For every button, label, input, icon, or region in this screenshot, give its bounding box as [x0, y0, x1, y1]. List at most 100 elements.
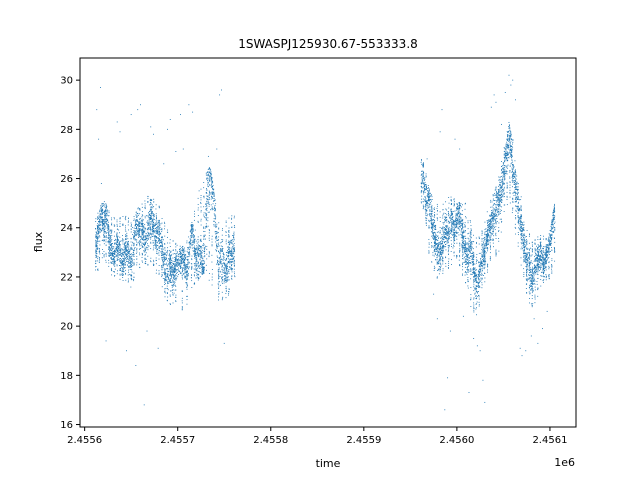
data-point — [433, 246, 435, 248]
data-point — [204, 234, 206, 236]
data-point — [218, 250, 220, 252]
data-point — [99, 244, 101, 246]
data-point — [125, 215, 127, 217]
data-point — [116, 239, 118, 241]
data-point — [105, 211, 106, 213]
data-point — [122, 243, 124, 245]
data-point — [184, 262, 186, 264]
data-point — [485, 244, 487, 246]
data-point — [148, 224, 150, 226]
data-point — [180, 248, 182, 250]
data-point — [199, 240, 201, 242]
data-point — [207, 199, 209, 201]
data-point — [205, 178, 207, 180]
data-point — [119, 243, 121, 245]
data-point — [233, 251, 235, 253]
data-point — [511, 154, 513, 156]
data-point — [161, 245, 163, 247]
data-point — [169, 303, 171, 305]
data-point — [141, 234, 143, 236]
data-point — [175, 268, 176, 270]
data-point — [131, 254, 133, 256]
data-point — [458, 216, 460, 218]
data-point — [175, 259, 177, 261]
data-point — [164, 296, 166, 298]
data-point — [228, 234, 229, 236]
data-point — [126, 232, 128, 234]
data-point — [162, 254, 164, 256]
data-point — [480, 258, 482, 260]
data-point — [114, 251, 116, 253]
data-point — [516, 207, 518, 209]
data-point — [190, 244, 192, 246]
data-point — [191, 237, 192, 239]
data-point — [218, 299, 219, 301]
data-point — [496, 203, 498, 205]
data-point — [122, 252, 124, 254]
data-point — [107, 229, 109, 231]
data-point — [495, 191, 497, 193]
data-point — [530, 261, 532, 263]
data-point — [469, 270, 471, 272]
data-point — [477, 274, 479, 275]
data-point — [150, 221, 152, 223]
data-point — [228, 258, 230, 260]
data-point — [226, 267, 228, 269]
data-point — [515, 181, 516, 182]
data-point — [98, 261, 100, 263]
data-point — [200, 260, 202, 262]
data-point — [110, 262, 112, 264]
data-point — [127, 261, 129, 263]
data-point — [116, 240, 118, 242]
data-point — [96, 235, 98, 237]
data-point — [167, 231, 169, 233]
data-point — [513, 190, 515, 192]
data-point — [538, 249, 540, 251]
data-point — [153, 230, 155, 232]
data-point — [458, 209, 460, 211]
data-point — [124, 244, 126, 246]
data-point — [144, 245, 145, 247]
data-point — [118, 242, 120, 243]
data-point — [442, 249, 444, 251]
data-point — [101, 224, 103, 226]
data-point — [137, 224, 138, 226]
data-point — [491, 214, 493, 216]
data-point — [155, 217, 157, 219]
data-point — [489, 229, 491, 231]
data-point — [114, 262, 116, 264]
data-point — [115, 250, 117, 252]
data-point — [225, 231, 227, 233]
data-point — [154, 224, 156, 226]
data-point — [169, 271, 171, 273]
data-point — [144, 224, 146, 225]
data-point — [173, 276, 175, 277]
data-point — [158, 221, 160, 223]
data-point — [464, 231, 466, 233]
data-point — [135, 234, 137, 236]
data-point — [165, 278, 167, 280]
data-point — [536, 283, 538, 285]
data-point — [479, 286, 481, 288]
data-point — [155, 219, 157, 221]
data-point — [190, 224, 192, 226]
data-point — [100, 208, 102, 210]
data-point — [181, 267, 183, 269]
data-point — [511, 150, 512, 152]
data-point — [512, 165, 514, 166]
data-point — [160, 229, 162, 230]
data-point — [453, 244, 454, 246]
data-point — [497, 198, 498, 200]
data-point — [228, 247, 230, 249]
data-point — [182, 269, 183, 271]
data-point — [230, 250, 232, 252]
data-point — [143, 235, 145, 237]
data-point — [112, 255, 114, 257]
data-point — [95, 236, 97, 238]
data-point — [432, 227, 434, 229]
data-point — [164, 254, 166, 256]
data-point — [103, 204, 105, 206]
data-point — [526, 271, 528, 273]
data-point — [146, 235, 148, 237]
data-point — [455, 235, 457, 237]
